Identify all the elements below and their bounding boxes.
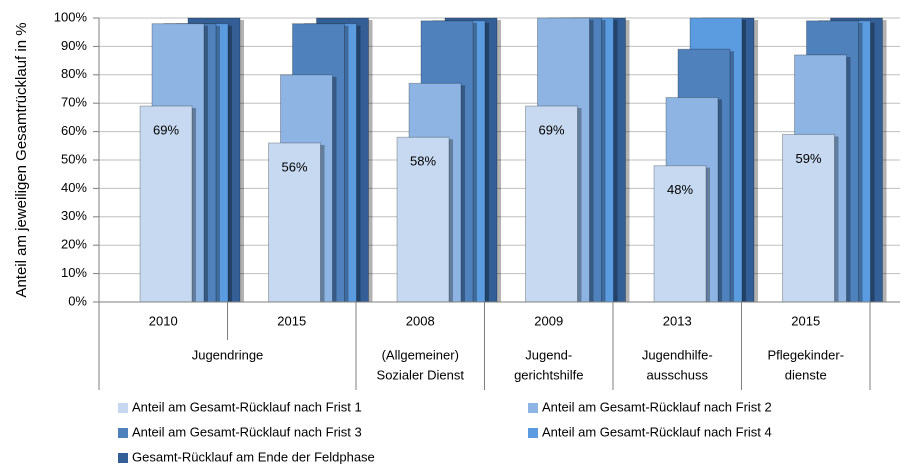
- bar-side: [216, 25, 220, 303]
- group-label: Jugend-: [525, 347, 572, 362]
- bar-side: [730, 51, 734, 302]
- bar-side: [870, 22, 875, 303]
- bar-side: [754, 20, 758, 302]
- legend-label: Anteil am Gesamt-Rücklauf nach Frist 3: [132, 424, 362, 439]
- bar-side: [473, 22, 477, 303]
- bar-side: [718, 99, 722, 303]
- y-tick-label: 20%: [61, 237, 87, 252]
- y-tick-label: 70%: [61, 95, 87, 110]
- bar-side: [240, 20, 244, 302]
- legend-label: Anteil am Gesamt-Rücklauf nach Frist 1: [132, 399, 362, 414]
- x-tick-label: 2008: [406, 313, 435, 328]
- data-label: 69%: [538, 122, 564, 137]
- group-label: (Allgemeiner): [382, 347, 459, 362]
- bar-side: [485, 22, 489, 303]
- data-label: 58%: [410, 154, 436, 169]
- y-axis-title: Anteil am jeweiligen Gesamtrücklauf in %: [13, 22, 30, 297]
- data-label: 69%: [153, 122, 179, 137]
- legend-swatch: [118, 403, 128, 413]
- legend-label: Gesamt-Rücklauf am Ende der Feldphase: [132, 449, 375, 464]
- bar-side: [449, 139, 453, 302]
- group-label: Pflegekinder-: [767, 347, 844, 362]
- bar-side: [356, 25, 361, 303]
- group-label: Jugendringe: [192, 347, 264, 362]
- bar-side: [846, 56, 851, 302]
- bar-side: [228, 25, 232, 303]
- bar: [396, 136, 450, 303]
- y-tick-label: 90%: [61, 38, 87, 53]
- bar-side: [706, 167, 710, 302]
- x-tick-label: 2013: [663, 313, 692, 328]
- bar-side: [742, 20, 746, 302]
- x-tick-label: 2010: [149, 313, 178, 328]
- group-label: Sozialer Dienst: [377, 367, 465, 382]
- bar: [782, 133, 835, 303]
- group-label: Jugendhilfe-: [642, 347, 713, 362]
- data-label: 59%: [795, 151, 821, 166]
- y-tick-label: 50%: [61, 151, 87, 166]
- bar-side: [882, 20, 887, 302]
- bar-side: [834, 136, 839, 302]
- bar: [525, 105, 578, 303]
- bar-side: [332, 76, 337, 302]
- group-label: dienste: [785, 367, 827, 382]
- group-label: gerichtshilfe: [514, 367, 583, 382]
- legend-swatch: [118, 428, 128, 438]
- bar-side: [497, 20, 501, 302]
- y-tick-label: 0%: [68, 293, 87, 308]
- bar-side: [589, 20, 594, 302]
- bar-side: [461, 85, 465, 302]
- bar: [139, 105, 193, 303]
- x-tick-label: 2015: [277, 313, 306, 328]
- legend-label: Anteil am Gesamt-Rücklauf nach Frist 2: [542, 399, 772, 414]
- bar-side: [601, 20, 606, 302]
- x-tick-label: 2009: [534, 313, 563, 328]
- bar-side: [344, 25, 349, 303]
- bar-side: [577, 108, 582, 302]
- bar: [268, 142, 321, 303]
- y-tick-label: 60%: [61, 123, 87, 138]
- bar-side: [613, 20, 618, 302]
- x-tick-label: 2015: [791, 313, 820, 328]
- y-tick-label: 40%: [61, 180, 87, 195]
- bar-side: [858, 22, 863, 303]
- data-label: 48%: [667, 182, 693, 197]
- y-tick-label: 30%: [61, 208, 87, 223]
- y-tick-label: 100%: [54, 9, 88, 24]
- bar-side: [625, 20, 630, 302]
- bar-side: [320, 144, 325, 302]
- group-label: ausschuss: [647, 367, 709, 382]
- bar-side: [204, 25, 208, 303]
- bar-side: [192, 108, 196, 302]
- legend-swatch: [118, 453, 128, 463]
- bar-side: [368, 20, 373, 302]
- data-label: 56%: [281, 159, 307, 174]
- legend-label: Anteil am Gesamt-Rücklauf nach Frist 4: [542, 424, 772, 439]
- y-tick-label: 80%: [61, 66, 87, 81]
- legend-swatch: [528, 428, 538, 438]
- y-tick-label: 10%: [61, 265, 87, 280]
- legend-swatch: [528, 403, 538, 413]
